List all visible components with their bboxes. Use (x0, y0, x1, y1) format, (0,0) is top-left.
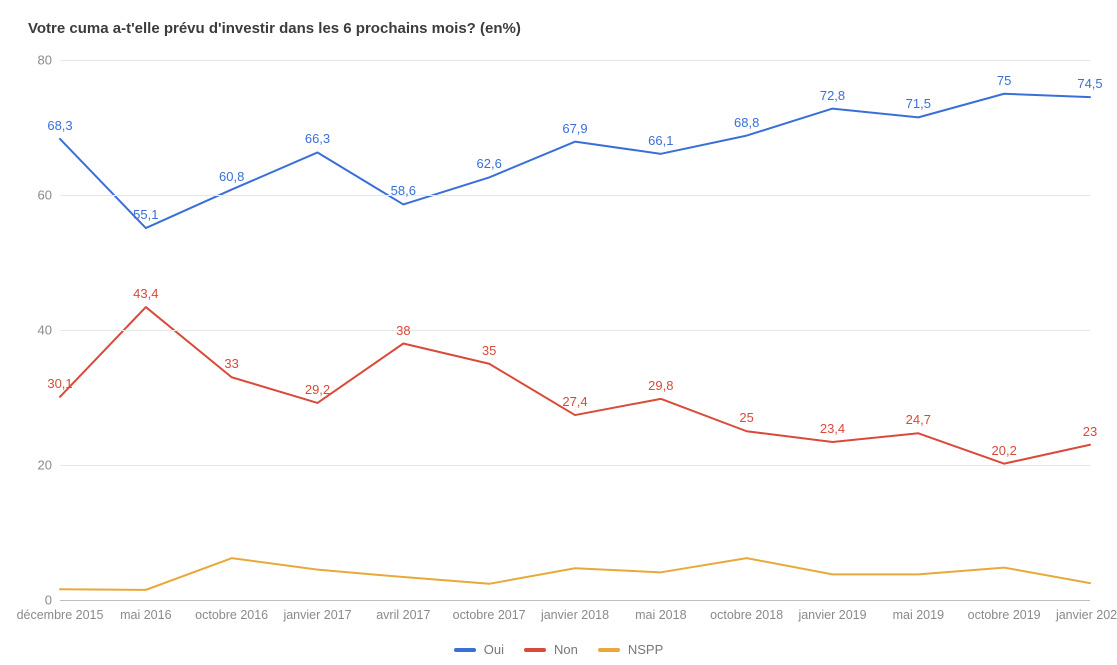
x-tick-label: janvier 2018 (541, 608, 609, 622)
legend: Oui Non NSPP (0, 640, 1117, 658)
data-label: 33 (224, 356, 238, 371)
x-tick-label: octobre 2017 (453, 608, 526, 622)
data-label: 23,4 (820, 421, 845, 436)
data-label: 74,5 (1077, 76, 1102, 91)
data-label: 66,1 (648, 133, 673, 148)
x-tick-label: mai 2019 (893, 608, 944, 622)
series-line (60, 94, 1090, 228)
y-tick-label: 40 (12, 323, 52, 338)
data-label: 35 (482, 343, 496, 358)
legend-item: Non (524, 642, 578, 657)
x-tick-label: avril 2017 (376, 608, 430, 622)
y-tick-label: 20 (12, 458, 52, 473)
legend-label: Non (554, 642, 578, 657)
data-label: 20,2 (992, 443, 1017, 458)
x-axis-line (60, 600, 1090, 601)
legend-label: NSPP (628, 642, 663, 657)
grid-line (60, 330, 1090, 331)
x-tick-label: mai 2016 (120, 608, 171, 622)
legend-item: NSPP (598, 642, 663, 657)
data-label: 71,5 (906, 96, 931, 111)
data-label: 75 (997, 73, 1011, 88)
series-line (60, 558, 1090, 590)
data-label: 25 (739, 410, 753, 425)
data-label: 67,9 (562, 121, 587, 136)
data-label: 68,8 (734, 115, 759, 130)
x-tick-label: octobre 2018 (710, 608, 783, 622)
x-tick-label: octobre 2019 (968, 608, 1041, 622)
x-tick-label: décembre 2015 (17, 608, 104, 622)
grid-line (60, 195, 1090, 196)
data-label: 68,3 (47, 118, 72, 133)
data-label: 24,7 (906, 412, 931, 427)
legend-label: Oui (484, 642, 504, 657)
legend-item: Oui (454, 642, 504, 657)
chart-title: Votre cuma a-t'elle prévu d'investir dan… (28, 20, 521, 37)
data-label: 72,8 (820, 88, 845, 103)
data-label: 66,3 (305, 131, 330, 146)
data-label: 23 (1083, 424, 1097, 439)
data-label: 27,4 (562, 394, 587, 409)
legend-swatch (598, 648, 620, 652)
chart-container: Votre cuma a-t'elle prévu d'investir dan… (0, 0, 1117, 665)
grid-line (60, 60, 1090, 61)
x-tick-label: octobre 2016 (195, 608, 268, 622)
data-label: 60,8 (219, 169, 244, 184)
x-tick-label: mai 2018 (635, 608, 686, 622)
y-tick-label: 0 (12, 593, 52, 608)
y-tick-label: 60 (12, 188, 52, 203)
data-label: 29,2 (305, 382, 330, 397)
data-label: 38 (396, 323, 410, 338)
y-tick-label: 80 (12, 53, 52, 68)
x-tick-label: janvier 2017 (283, 608, 351, 622)
grid-line (60, 465, 1090, 466)
legend-swatch (524, 648, 546, 652)
data-label: 58,6 (391, 183, 416, 198)
plot-area: 68,355,160,866,358,662,667,966,168,872,8… (60, 60, 1090, 600)
data-label: 30,1 (47, 376, 72, 391)
data-label: 43,4 (133, 286, 158, 301)
data-label: 55,1 (133, 207, 158, 222)
data-label: 29,8 (648, 378, 673, 393)
x-tick-label: janvier 2019 (798, 608, 866, 622)
data-label: 62,6 (477, 156, 502, 171)
legend-swatch (454, 648, 476, 652)
x-tick-label: janvier 2020 (1056, 608, 1117, 622)
